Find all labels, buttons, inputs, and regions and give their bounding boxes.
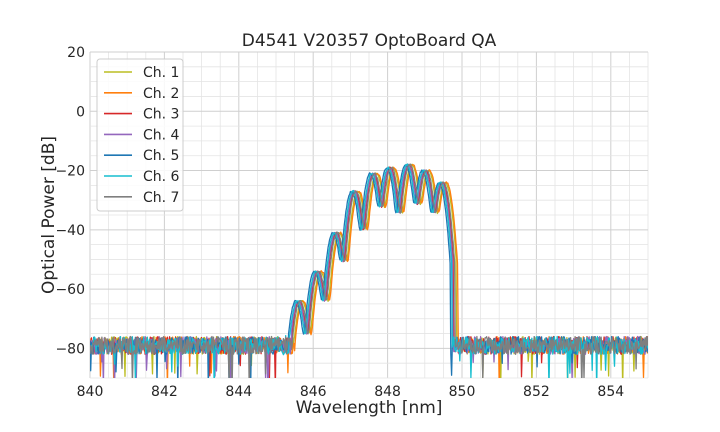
x-tick-label: 844 [225, 384, 252, 400]
y-tick-label: −80 [55, 341, 85, 357]
series-line-ch-4 [90, 163, 648, 378]
y-axis-label: Optical Power [dB] [39, 136, 59, 294]
series-group [90, 163, 648, 378]
chart-title: D4541 V20357 OptoBoard QA [242, 31, 497, 51]
y-tick-label: −60 [55, 282, 85, 298]
legend-label-ch-6: Ch. 6 [143, 169, 180, 185]
x-axis-label: Wavelength [nm] [296, 398, 443, 418]
y-tick-label: 0 [76, 104, 85, 120]
legend-label-ch-5: Ch. 5 [143, 148, 179, 164]
y-tick-label: 20 [67, 45, 85, 61]
legend: Ch. 1 Ch. 2 Ch. 3 Ch. 4 Ch. 5 Ch. 6 Ch. 7 [96, 58, 184, 212]
x-tick-label: 848 [374, 384, 401, 400]
x-tick-label: 854 [597, 384, 624, 400]
legend-label-ch-3: Ch. 3 [143, 107, 179, 123]
x-tick-label: 840 [77, 384, 104, 400]
legend-label-ch-4: Ch. 4 [143, 127, 180, 143]
x-tick-label: 842 [151, 384, 178, 400]
x-tick-label: 852 [523, 384, 550, 400]
x-tick-label: 846 [300, 384, 327, 400]
x-tick-label: 850 [449, 384, 476, 400]
legend-label-ch-2: Ch. 2 [143, 86, 179, 102]
tick-labels: 840 842 844 846 848 850 852 854 20 0 −20 −40 −60 −80 [55, 45, 624, 400]
legend-label-ch-1: Ch. 1 [143, 65, 179, 81]
y-tick-label: −20 [55, 164, 85, 180]
legend-box [96, 58, 184, 212]
y-tick-label: −40 [55, 223, 85, 239]
series-line-ch-7 [90, 163, 648, 378]
legend-label-ch-7: Ch. 7 [143, 190, 179, 206]
